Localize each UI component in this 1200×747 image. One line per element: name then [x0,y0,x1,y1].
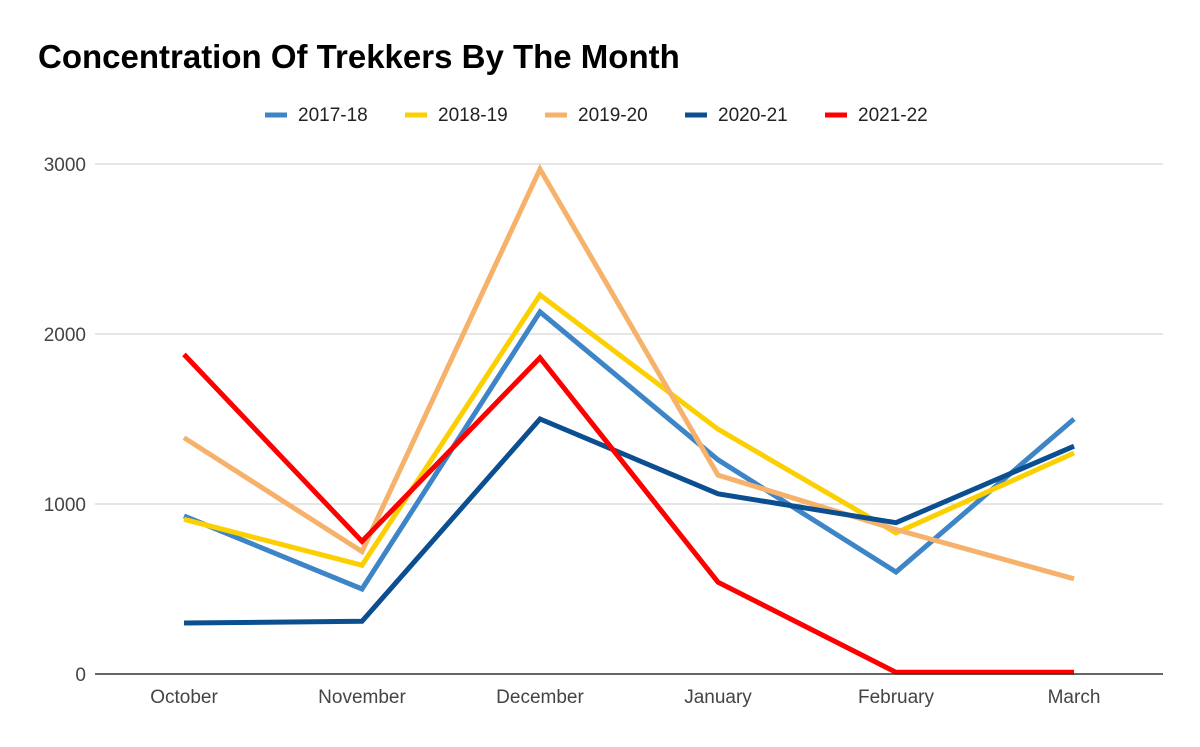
series-line-2021-22 [182,352,1074,675]
series-line-2020-21 [183,415,1075,626]
x-tick-label: December [496,687,584,708]
y-tick-label: 0 [75,665,86,686]
y-tick-label: 3000 [44,155,86,176]
x-tick-label: November [318,687,406,708]
legend-label: 2020-21 [718,105,788,126]
x-tick-label: October [150,687,218,708]
legend-label: 2021-22 [858,105,928,126]
series-line-2017-18 [183,308,1076,593]
legend-label: 2018-19 [438,105,508,126]
series-line-2018-19 [183,291,1076,569]
legend-label: 2019-20 [578,105,648,126]
y-tick-label: 1000 [44,495,86,516]
series-line-2019-20 [182,163,1075,582]
legend: 2017-18 2018-19 2019-20 2020-21 2021-22 [265,105,928,126]
x-tick-label: January [684,687,752,708]
chart-title: Concentration Of Trekkers By The Month [38,38,680,75]
x-tick-label: February [858,687,935,708]
x-tick-label: March [1048,687,1101,708]
legend-label: 2017-18 [298,105,368,126]
y-tick-label: 2000 [44,325,86,346]
